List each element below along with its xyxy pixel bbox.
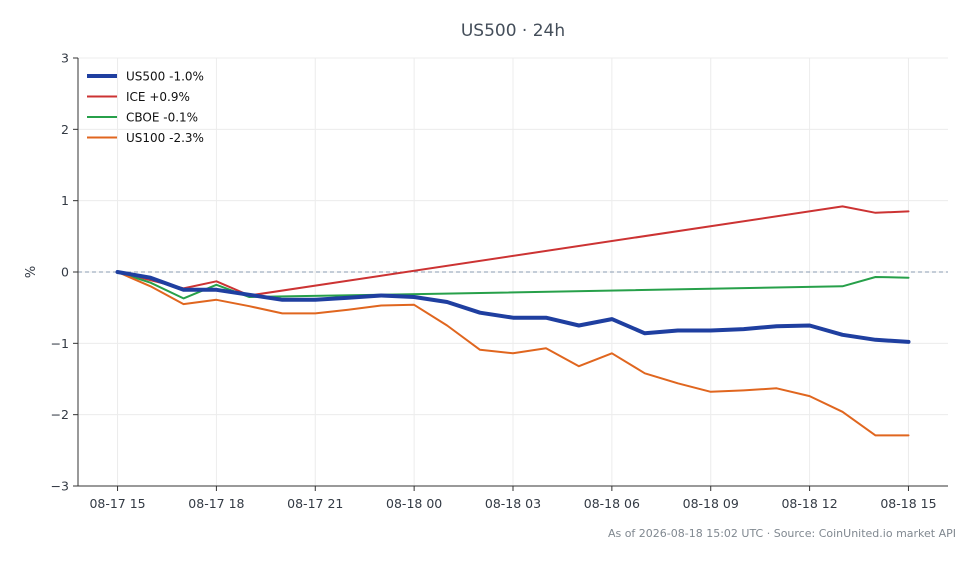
series-layer bbox=[115, 205, 911, 437]
x-tick-label-1: 08-17 18 bbox=[188, 496, 244, 511]
series-line-0 bbox=[115, 270, 911, 344]
x-tick-label-4: 08-18 03 bbox=[485, 496, 541, 511]
y-tick-label-3: 0 bbox=[61, 265, 69, 280]
x-tick-label-0: 08-17 15 bbox=[89, 496, 145, 511]
series-line-2 bbox=[116, 271, 910, 300]
y-tick-label-4: −1 bbox=[51, 336, 69, 351]
legend-label-3: US100 -2.3% bbox=[126, 131, 204, 145]
source-caption: As of 2026-08-18 15:02 UTC · Source: Coi… bbox=[608, 527, 956, 540]
y-tick-label-1: 2 bbox=[61, 122, 69, 137]
axes: 3 2 1 0 −1 −2 −3 08-17 15 08-17 18 08-17 21 08-18 … bbox=[51, 51, 948, 511]
y-tick-label-6: −3 bbox=[51, 479, 69, 494]
x-tick-label-5: 08-18 06 bbox=[584, 496, 640, 511]
series-line-3 bbox=[116, 271, 910, 437]
y-tick-label-5: −2 bbox=[51, 407, 69, 422]
y-axis-label: % bbox=[24, 266, 39, 278]
y-tick-label-0: 3 bbox=[61, 51, 69, 66]
legend-label-2: CBOE -0.1% bbox=[126, 111, 198, 125]
legend: US500 -1.0% ICE +0.9% CBOE -0.1% US100 -2.3… bbox=[87, 70, 204, 145]
x-tick-label-3: 08-18 00 bbox=[386, 496, 442, 511]
x-tick-label-7: 08-18 12 bbox=[781, 496, 837, 511]
chart-title: US500 · 24h bbox=[461, 21, 565, 41]
y-tick-label-2: 1 bbox=[61, 193, 69, 208]
legend-label-0: US500 -1.0% bbox=[126, 70, 204, 84]
legend-label-1: ICE +0.9% bbox=[126, 90, 190, 104]
x-tick-label-2: 08-17 21 bbox=[287, 496, 343, 511]
x-tick-label-6: 08-18 09 bbox=[683, 496, 739, 511]
x-tick-label-8: 08-18 15 bbox=[880, 496, 936, 511]
